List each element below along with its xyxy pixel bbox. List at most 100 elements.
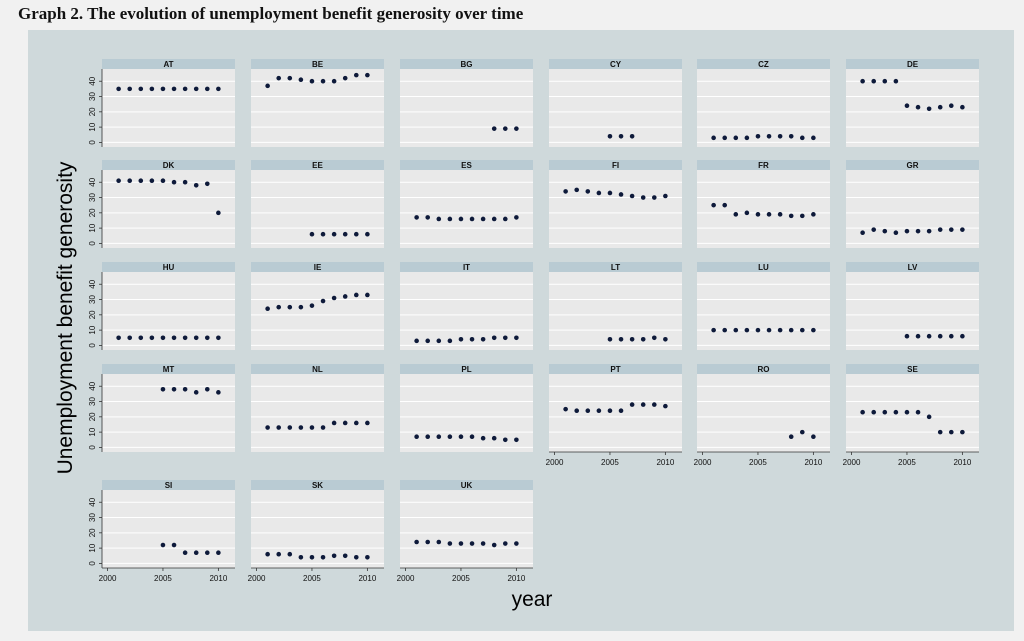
- plot-area: [549, 69, 682, 147]
- data-point: [618, 408, 624, 414]
- data-point: [425, 539, 431, 545]
- data-point: [309, 231, 315, 237]
- data-point: [216, 210, 221, 216]
- panel-label: AT: [163, 60, 173, 69]
- panel-strip: [846, 160, 979, 170]
- x-tick-label: 2005: [154, 574, 172, 583]
- data-point: [915, 228, 921, 234]
- data-point: [127, 335, 133, 341]
- panel-de: DE: [846, 59, 979, 147]
- data-point: [651, 195, 657, 200]
- data-point: [265, 551, 270, 557]
- plot-area: [846, 374, 979, 452]
- panel-label: LU: [758, 263, 769, 272]
- data-point: [331, 231, 337, 237]
- panel-label: BG: [461, 60, 473, 69]
- data-point: [799, 429, 805, 435]
- plot-area: [697, 272, 830, 350]
- y-tick-label: 30: [88, 92, 97, 101]
- data-point: [331, 553, 337, 559]
- x-tick-label: 2010: [507, 574, 525, 583]
- data-point: [204, 550, 210, 556]
- plot-area: [400, 272, 533, 350]
- panel-strip: [697, 59, 830, 69]
- data-point: [436, 338, 442, 344]
- data-point: [342, 231, 348, 237]
- x-tick-label: 2005: [452, 574, 470, 583]
- panel-strip: [549, 364, 682, 374]
- data-point: [182, 179, 188, 185]
- data-point: [937, 429, 943, 435]
- data-point: [204, 386, 210, 392]
- data-point: [216, 86, 221, 92]
- data-point: [788, 133, 794, 139]
- data-point: [425, 434, 431, 440]
- data-point: [458, 336, 464, 342]
- panel-label: GR: [907, 161, 919, 170]
- data-point: [276, 75, 282, 81]
- panel-label: IT: [463, 263, 470, 272]
- data-point: [629, 193, 635, 199]
- data-point: [216, 390, 221, 395]
- data-point: [766, 327, 772, 333]
- panel-label: MT: [163, 365, 175, 374]
- data-point: [893, 230, 899, 236]
- panel-label: HU: [163, 263, 175, 272]
- data-point: [711, 202, 716, 208]
- data-point: [458, 434, 464, 440]
- panel-hu: HU 0 10 20 30 40: [88, 262, 235, 350]
- panel-label: DE: [907, 60, 919, 69]
- data-point: [353, 420, 359, 426]
- data-point: [948, 429, 954, 435]
- data-point: [182, 386, 188, 392]
- data-point: [799, 135, 805, 141]
- panel-lt: LT: [549, 262, 682, 350]
- data-point: [447, 541, 453, 546]
- panel-label: RO: [758, 365, 770, 374]
- data-point: [425, 215, 431, 220]
- data-point: [447, 434, 453, 440]
- data-point: [414, 539, 419, 545]
- data-point: [871, 78, 877, 84]
- data-point: [138, 86, 144, 92]
- data-point: [276, 425, 282, 430]
- panel-strip: [400, 364, 533, 374]
- data-point: [216, 335, 221, 341]
- panel-label: CZ: [758, 60, 769, 69]
- data-point: [607, 133, 613, 139]
- plot-area: [102, 170, 235, 248]
- data-point: [287, 425, 293, 430]
- panel-strip: [400, 262, 533, 272]
- panel-label: UK: [461, 481, 473, 490]
- data-point: [298, 425, 304, 430]
- data-point: [733, 327, 739, 333]
- data-point: [915, 104, 921, 110]
- x-tick-label: 2005: [601, 458, 619, 467]
- data-point: [353, 554, 359, 560]
- data-point: [777, 133, 783, 139]
- panel-strip: [251, 480, 384, 490]
- x-tick-label: 2000: [546, 458, 564, 467]
- data-point: [182, 550, 188, 556]
- panel-lu: LU: [697, 262, 830, 350]
- panel-strip: [251, 160, 384, 170]
- panel-strip: [549, 160, 682, 170]
- data-point: [160, 386, 166, 392]
- data-point: [948, 227, 954, 232]
- data-point: [893, 78, 899, 84]
- data-point: [309, 554, 315, 560]
- data-point: [871, 227, 877, 232]
- data-point: [640, 195, 646, 200]
- y-tick-label: 30: [88, 397, 97, 406]
- plot-area: [400, 69, 533, 147]
- data-point: [342, 553, 348, 559]
- data-point: [915, 409, 921, 415]
- panel-label: PL: [461, 365, 471, 374]
- data-point: [160, 178, 166, 184]
- panel-uk: UK 2000 2005 2010: [397, 480, 533, 583]
- data-point: [309, 425, 315, 430]
- data-point: [116, 178, 121, 184]
- y-tick-label: 40: [88, 76, 97, 85]
- x-tick-label: 2000: [248, 574, 266, 583]
- panel-label: CY: [610, 60, 622, 69]
